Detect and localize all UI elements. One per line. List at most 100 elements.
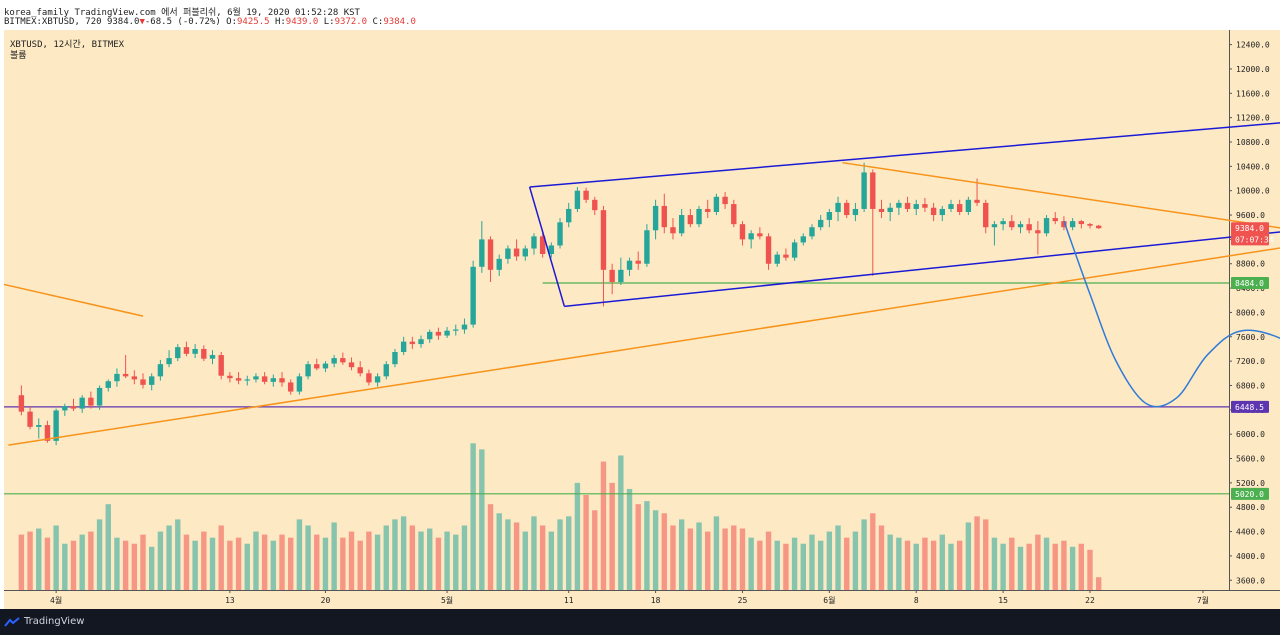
- candle-body: [757, 233, 763, 237]
- price-tick-label: 10800.0: [1236, 138, 1270, 147]
- candle-body: [974, 199, 980, 203]
- volume-bar: [887, 534, 893, 590]
- candle-body: [1017, 224, 1024, 228]
- candle-body: [522, 248, 528, 257]
- price-axis[interactable]: 3600.0 4000.0 4400.0 4800.0 5200.0 5600.0 6000…: [1229, 41, 1270, 586]
- chart-header: korea_family TradingView.com 에서 퍼블리쉬, 6월…: [0, 0, 1280, 30]
- candle-body: [357, 367, 363, 374]
- time-tick-label: 15: [998, 596, 1008, 605]
- volume-bar: [62, 543, 68, 590]
- candle-body: [713, 196, 720, 212]
- volume-bar: [479, 449, 485, 590]
- volume-bar: [783, 543, 789, 590]
- volume-bar: [548, 531, 555, 590]
- price-tick-label: 3600.0: [1236, 576, 1265, 585]
- trend-line[interactable]: [564, 200, 1280, 308]
- volume-bar: [1061, 540, 1067, 590]
- candle-body: [279, 378, 285, 383]
- time-tick-label: 11: [564, 596, 574, 605]
- horizontal-lines: [4, 282, 1229, 495]
- candle-body: [731, 204, 737, 225]
- price-tick-label: 7600.0: [1236, 333, 1265, 342]
- price-label-box: [1231, 222, 1269, 235]
- volume-bar: [687, 528, 694, 590]
- volume-bar: [122, 540, 129, 590]
- volume-bar: [678, 519, 685, 590]
- volume-bar: [618, 455, 624, 590]
- candle-body: [192, 348, 198, 354]
- volume-bar: [374, 534, 381, 590]
- volume-bar: [731, 525, 737, 590]
- trend-line[interactable]: [528, 186, 566, 307]
- volume-bar: [844, 537, 850, 590]
- price-label-box: [1231, 400, 1269, 413]
- volume-bar: [809, 534, 815, 590]
- price-tick-label: 11600.0: [1236, 89, 1270, 98]
- candles: [18, 162, 1102, 446]
- volume-bar: [296, 519, 303, 590]
- volume-bar: [696, 522, 702, 590]
- candle-body: [470, 266, 476, 325]
- volume-bar: [1052, 543, 1058, 590]
- candle-body: [201, 348, 207, 359]
- price-label-text: 9384.0: [1235, 224, 1264, 233]
- volume-bar: [366, 531, 372, 590]
- trend-line[interactable]: [3, 283, 144, 317]
- candle-body: [835, 202, 841, 212]
- volume-bar: [661, 513, 667, 590]
- volume-bar: [305, 525, 311, 590]
- volume-bar: [322, 537, 329, 590]
- trend-line[interactable]: [8, 236, 1280, 446]
- volume-bar: [427, 528, 433, 590]
- volume-bar: [444, 531, 450, 590]
- volume-bar: [36, 528, 42, 590]
- projection-path[interactable]: [1063, 220, 1280, 498]
- price-chart[interactable]: 3600.0 4000.0 4400.0 4800.0 5200.0 5600.0 6000…: [0, 30, 1280, 609]
- candle-body: [922, 204, 928, 208]
- candle-body: [765, 236, 772, 264]
- volume-bar: [722, 528, 728, 590]
- volume-bar: [566, 516, 572, 590]
- trend-lines[interactable]: [3, 96, 1280, 446]
- candle-body: [140, 379, 146, 385]
- volume-bar: [765, 531, 772, 590]
- candle-body: [227, 375, 233, 379]
- candle-body: [505, 248, 511, 259]
- volume-bar: [904, 540, 911, 590]
- volume-bar: [209, 537, 216, 590]
- trend-line[interactable]: [529, 96, 1280, 188]
- price-tick-label: 5600.0: [1236, 455, 1265, 464]
- volume-bar: [626, 488, 633, 590]
- candle-body: [88, 397, 94, 406]
- tradingview-logo-icon: [4, 617, 20, 627]
- close-value: 9384.0: [383, 17, 416, 27]
- volume-bar: [835, 525, 841, 590]
- volume-bar: [288, 537, 294, 590]
- volume-bar: [1087, 549, 1093, 590]
- volume-bar: [922, 537, 928, 590]
- candle-body: [661, 205, 667, 228]
- time-axis[interactable]: 4월 13 20 5월 11 18 25 6월 8 15 22 7월: [50, 590, 1209, 605]
- price-label-box: [1231, 233, 1269, 246]
- candle-body: [1078, 221, 1084, 225]
- time-tick-label: 4월: [50, 595, 62, 605]
- price-change: -68.5 (-0.72%): [144, 17, 221, 27]
- candle-body: [479, 239, 485, 267]
- volume-bar: [88, 531, 94, 590]
- volume-bar: [513, 522, 520, 590]
- projection-curve[interactable]: [1063, 220, 1280, 498]
- volume-bar: [557, 519, 563, 590]
- candle-body: [261, 376, 268, 382]
- volume-bar: [896, 537, 902, 590]
- volume-bar: [826, 531, 833, 590]
- price-tick-label: 8000.0: [1236, 308, 1265, 317]
- candle-body: [487, 239, 494, 270]
- volume-bar: [930, 540, 937, 590]
- price-label-text: 8484.0: [1235, 279, 1264, 288]
- volume-bars: [18, 443, 1102, 590]
- candle-body: [409, 341, 416, 345]
- volume-bar: [70, 540, 77, 590]
- trend-line[interactable]: [842, 161, 1280, 307]
- candle-body: [852, 208, 859, 216]
- candle-body: [913, 204, 919, 209]
